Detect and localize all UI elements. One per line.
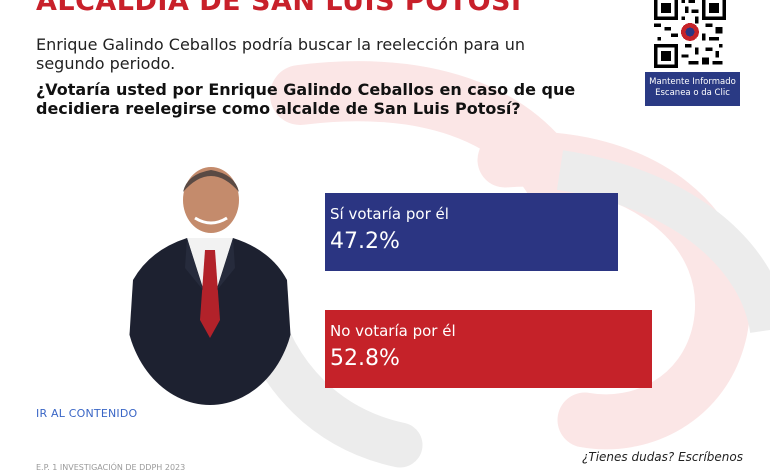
bar-no: No votaría por él 52.8% <box>325 310 652 388</box>
page-title: ALCALDÍA DE SAN LUIS POTOSÍ <box>36 0 522 17</box>
bar-value-no: 52.8% <box>330 346 400 371</box>
qr-caption-line2: Escanea o da Clic <box>655 88 730 98</box>
survey-question: ¿Votaría usted por Enrique Galindo Cebal… <box>36 80 576 118</box>
bar-yes: Sí votaría por él 47.2% <box>325 193 618 271</box>
footnote: E.P. 1 INVESTIGACIÓN DE DDPH 2023 <box>36 463 186 472</box>
intro-text: Enrique Galindo Ceballos podría buscar l… <box>36 35 526 73</box>
bar-value-yes: 47.2% <box>330 229 400 254</box>
bar-label-no: No votaría por él <box>330 322 456 340</box>
qr-code-icon[interactable] <box>649 0 731 68</box>
qr-caption-line1: Mantente Informado <box>649 77 736 87</box>
go-to-content-link[interactable]: IR AL CONTENIDO <box>36 407 138 420</box>
candidate-portrait <box>125 167 295 405</box>
qr-caption[interactable]: Mantente Informado Escanea o da Clic <box>645 72 740 106</box>
bar-label-yes: Sí votaría por él <box>330 205 449 223</box>
contact-text[interactable]: ¿Tienes dudas? Escríbenos <box>582 450 743 464</box>
